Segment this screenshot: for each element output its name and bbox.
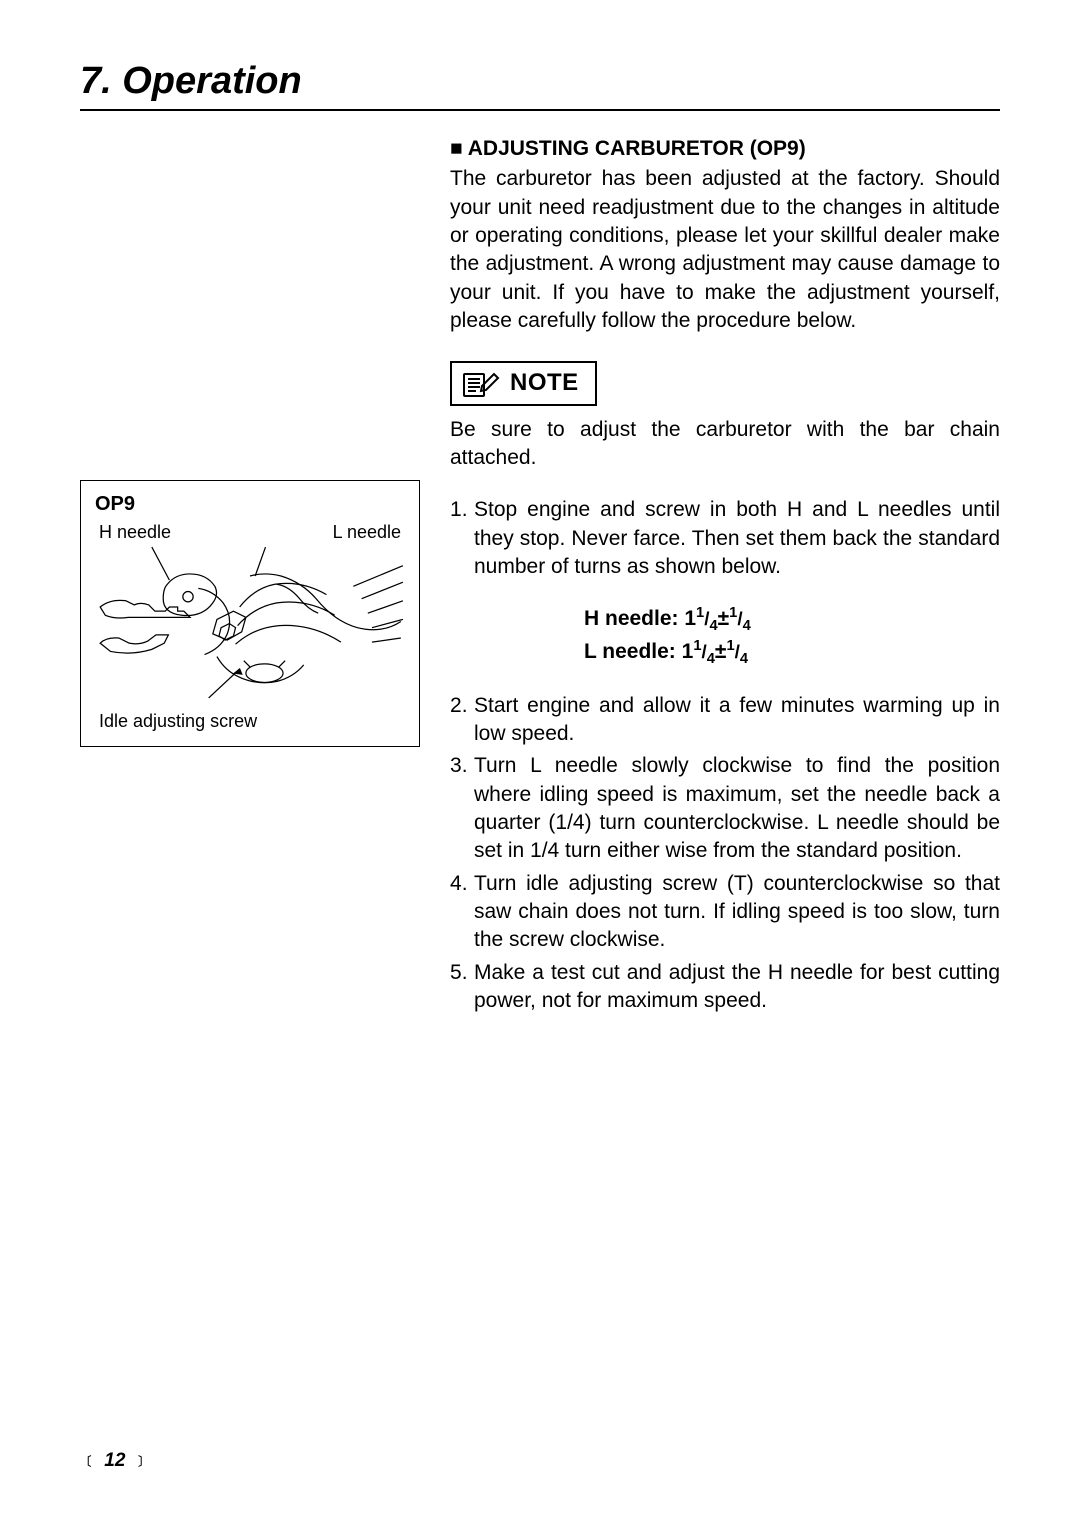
step-3: Turn L needle slowly clockwise to find t… [450,752,1000,865]
note-icon [462,370,500,398]
title-rule [80,109,1000,111]
figure-label: OP9 [95,493,405,516]
step-5: Make a test cut and adjust the H needle … [450,959,1000,1016]
carburetor-diagram [95,545,405,700]
note-label: NOTE [510,367,579,399]
idle-adjusting-screw-label: Idle adjusting screw [95,711,405,732]
l-needle-setting: L needle: 11/4±1/4 [584,637,1000,670]
chapter-title: 7. Operation [80,60,1000,103]
procedure-steps: Stop engine and screw in both H and L ne… [450,496,1000,1015]
figure-top-labels: H needle L needle [95,522,405,543]
right-column: ADJUSTING CARBURETOR (OP9) The carbureto… [450,135,1000,1019]
note-box: NOTE [450,361,597,405]
intro-paragraph: The carburetor has been adjusted at the … [450,165,1000,335]
content-columns: OP9 H needle L needle [80,135,1000,1019]
step-1-text: Stop engine and screw in both H and L ne… [474,498,1000,578]
left-column: OP9 H needle L needle [80,135,420,1019]
figure-op9: OP9 H needle L needle [80,480,420,747]
step-1: Stop engine and screw in both H and L ne… [450,496,1000,669]
needle-settings: H needle: 11/4±1/4 L needle: 11/4±1/4 [584,604,1000,670]
page-number: ﹝ 12 ﹞ [80,1445,150,1472]
note-paragraph: Be sure to adjust the carburetor with th… [450,416,1000,473]
h-needle-setting: H needle: 11/4±1/4 [584,604,1000,637]
step-2: Start engine and allow it a few minutes … [450,692,1000,749]
l-needle-label: L needle [333,522,401,543]
h-needle-label: H needle [99,522,171,543]
step-4: Turn idle adjusting screw (T) counterclo… [450,870,1000,955]
section-heading: ADJUSTING CARBURETOR (OP9) [450,135,1000,163]
